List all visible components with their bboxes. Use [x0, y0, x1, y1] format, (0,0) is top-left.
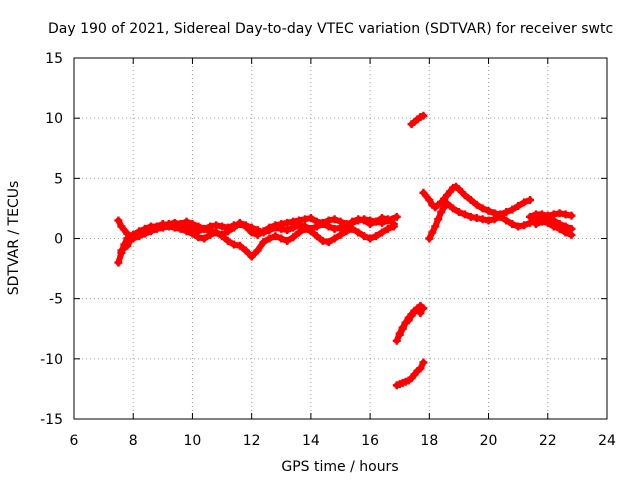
x-tick-label: 20	[480, 433, 498, 449]
x-tick-label: 12	[243, 433, 261, 449]
axis-ticks	[73, 57, 608, 420]
data-point	[567, 211, 576, 220]
x-axis-label: GPS time / hours	[281, 459, 398, 475]
y-tick-label: -10	[40, 352, 63, 368]
x-tick-label: 18	[420, 433, 438, 449]
y-axis-label: SDTVAR / TECUs	[6, 181, 22, 296]
data-point	[526, 195, 535, 204]
x-tick-label: 8	[129, 433, 138, 449]
y-tick-label: -15	[40, 412, 63, 428]
data-point	[416, 309, 425, 318]
y-tick-label: -5	[49, 292, 63, 308]
series-sdtvar-g	[407, 111, 428, 129]
data-point	[567, 230, 576, 239]
series-sdtvar-h	[419, 182, 535, 219]
data-point	[419, 111, 428, 120]
chart-title: Day 190 of 2021, Sidereal Day-to-day VTE…	[48, 21, 613, 37]
series-sdtvar-k	[531, 217, 576, 239]
x-tick-label: 14	[302, 433, 320, 449]
x-tick-label: 22	[539, 433, 557, 449]
y-tick-label: 10	[45, 111, 63, 127]
series-sdtvar-c	[117, 214, 398, 255]
series-sdtvar-f	[392, 358, 428, 390]
data-point	[392, 212, 401, 221]
y-tick-label: 0	[54, 232, 63, 248]
data-point	[419, 304, 428, 313]
data-points	[114, 111, 576, 390]
y-tick-label: 15	[45, 51, 63, 67]
x-tick-labels: 6 8 10 12 14 16 18 20 22 24	[70, 433, 616, 449]
series-sdtvar-j	[526, 209, 576, 221]
y-tick-label: 5	[54, 171, 63, 187]
x-tick-label: 10	[184, 433, 202, 449]
data-point	[389, 220, 398, 229]
x-tick-label: 24	[598, 433, 616, 449]
series-sdtvar-i	[425, 199, 576, 243]
y-tick-labels: -15 -10 -5 0 5 10 15	[40, 51, 63, 428]
x-tick-label: 6	[70, 433, 79, 449]
series-sdtvar-e	[395, 305, 425, 339]
series-sdtvar-d	[392, 301, 428, 345]
x-tick-label: 16	[361, 433, 379, 449]
data-point	[419, 358, 428, 367]
